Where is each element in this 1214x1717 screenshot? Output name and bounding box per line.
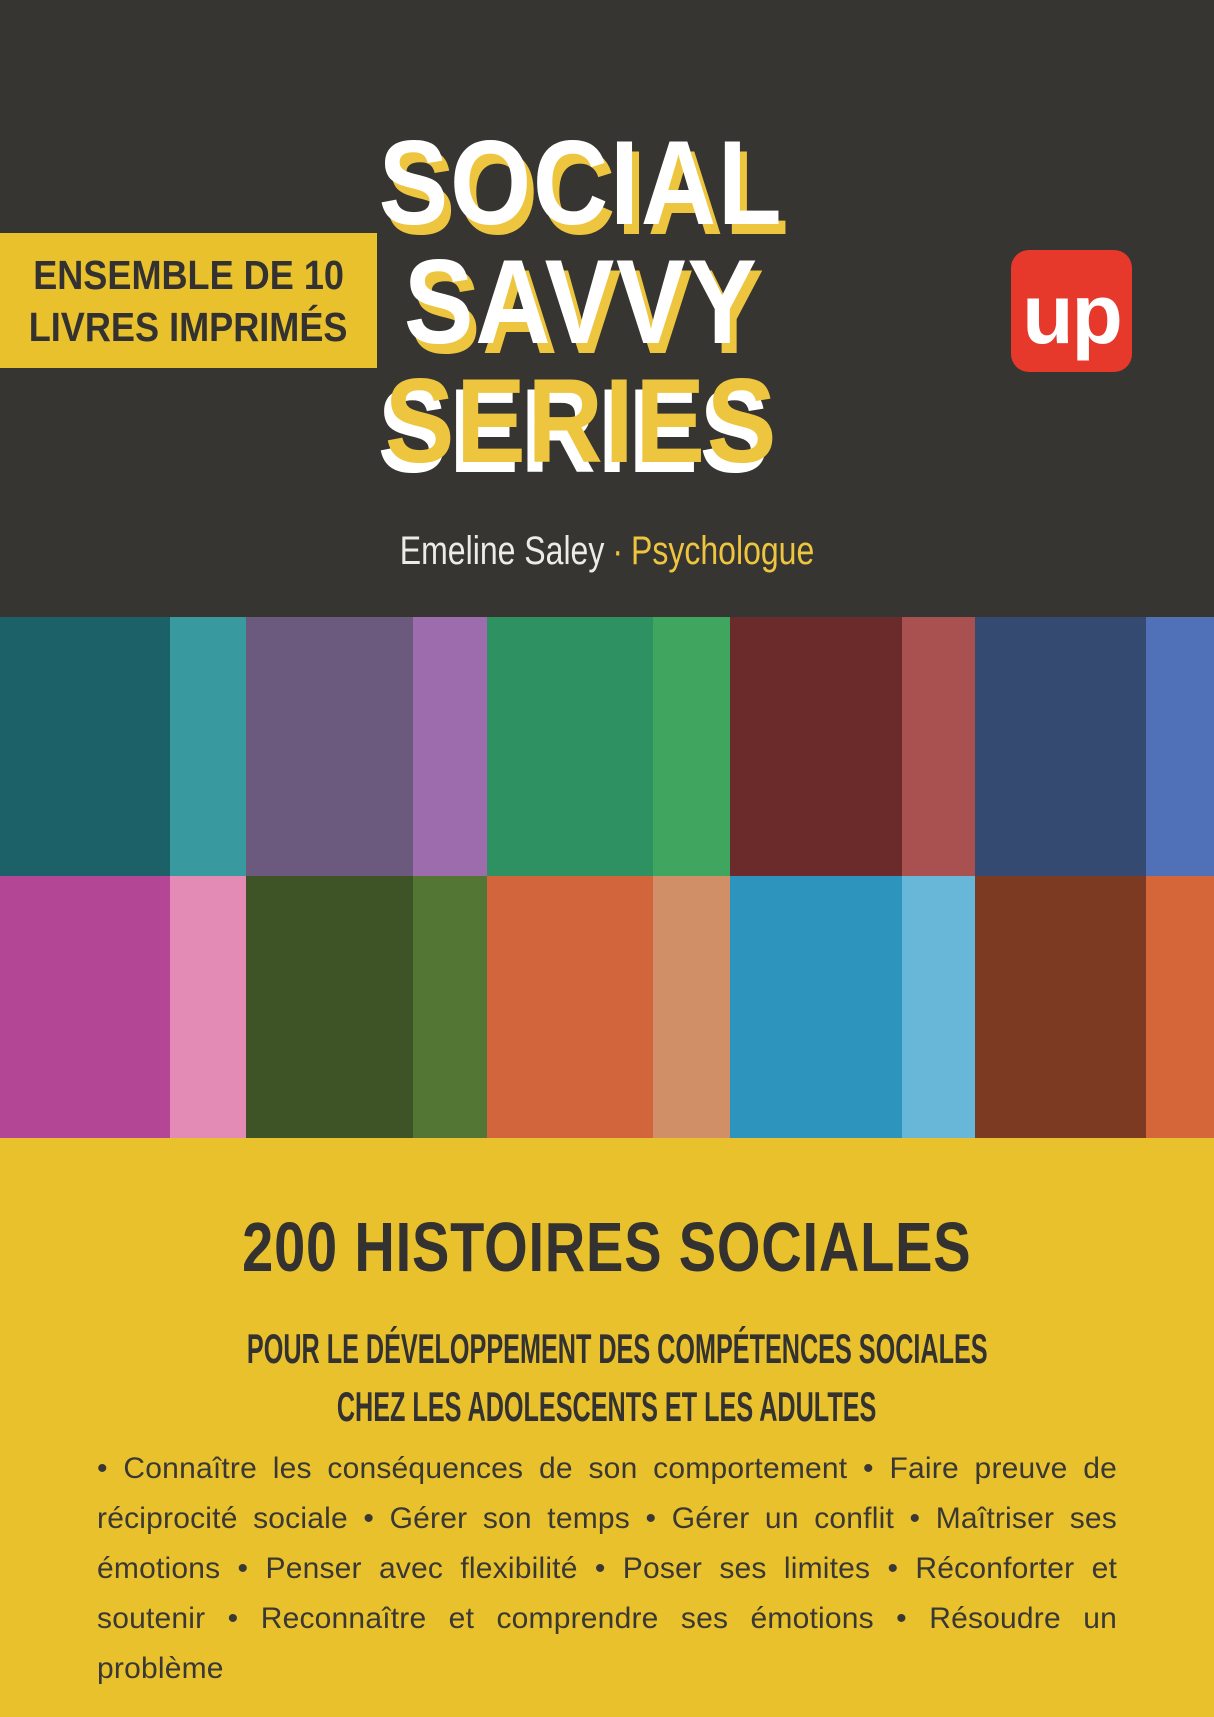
book-spine-olive [413,876,487,1138]
author-subtitle-text: Emeline Saley · Psychologue [400,527,814,575]
book-spine-pink [170,876,246,1138]
title-line-series-text: SERIES [384,354,778,488]
book-spine-orange-2 [1146,876,1214,1138]
book-spine-blue [1146,617,1214,876]
badge-line-1: ENSEMBLE DE 10 [12,249,365,301]
author-role: Psychologue [630,529,815,573]
header-section: ENSEMBLE DE 10 LIVRES IMPRIMÉS SOCIAL SA… [0,0,1214,617]
book-spine-dark-teal [0,617,170,876]
skills-paragraph: • Connaître les conséquences de son comp… [97,1452,1117,1685]
title-line-savvy: SAVVY [348,235,813,369]
title-line-series: SERIES [348,354,813,488]
footer-subheading-1: POUR LE DÉVELOPPEMENT DES COMPÉTENCES SO… [0,1328,1214,1370]
book-spine-light-green [653,617,730,876]
author-name: Emeline Saley [399,529,605,573]
footer-subheading-2-text: CHEZ LES ADOLESCENTS ET LES ADULTES [337,1383,877,1430]
title-line-social-text: SOCIAL [378,116,784,250]
book-spine-brick [902,617,975,876]
up-logo-text: up [1022,266,1123,361]
book-spine-dark-olive [246,876,413,1138]
book-spine-orange [487,876,653,1138]
book-spine-teal [170,617,246,876]
book-spine-magenta [0,876,170,1138]
book-spine-muted-purple [246,617,413,876]
book-spine-rust [975,876,1146,1138]
book-spine-orchid [413,617,487,876]
book-spine-green [487,617,653,876]
book-spine-light-blue [902,876,975,1138]
footer-subheading-1-text: POUR LE DÉVELOPPEMENT DES COMPÉTENCES SO… [246,1325,988,1372]
spine-row-top [0,617,1214,876]
author-subtitle: Emeline Saley · Psychologue [0,527,1214,575]
spine-row-bottom [0,876,1214,1138]
book-spine-cerulean [730,876,902,1138]
series-title: SOCIAL SAVVY SERIES [348,116,813,488]
footer-subheading-2: CHEZ LES ADOLESCENTS ET LES ADULTES [0,1386,1214,1428]
book-spine-navy [975,617,1146,876]
badge-line-2-text: LIVRES IMPRIMÉS [29,303,348,350]
up-publisher-logo: up [1011,250,1132,372]
badge-line-1-text: ENSEMBLE DE 10 [33,251,344,298]
book-spines [0,617,1214,1138]
print-set-badge: ENSEMBLE DE 10 LIVRES IMPRIMÉS [0,233,377,368]
badge-line-2: LIVRES IMPRIMÉS [7,301,369,353]
title-line-savvy-text: SAVVY [403,235,759,369]
separator-dot: · [612,529,623,573]
footer-heading-text: 200 HISTOIRES SOCIALES [242,1208,972,1286]
book-spine-tan [653,876,730,1138]
footer-heading: 200 HISTOIRES SOCIALES [0,1212,1214,1282]
footer-section: 200 HISTOIRES SOCIALES POUR LE DÉVELOPPE… [0,1138,1214,1717]
title-line-social: SOCIAL [348,116,813,250]
book-spine-maroon [730,617,902,876]
